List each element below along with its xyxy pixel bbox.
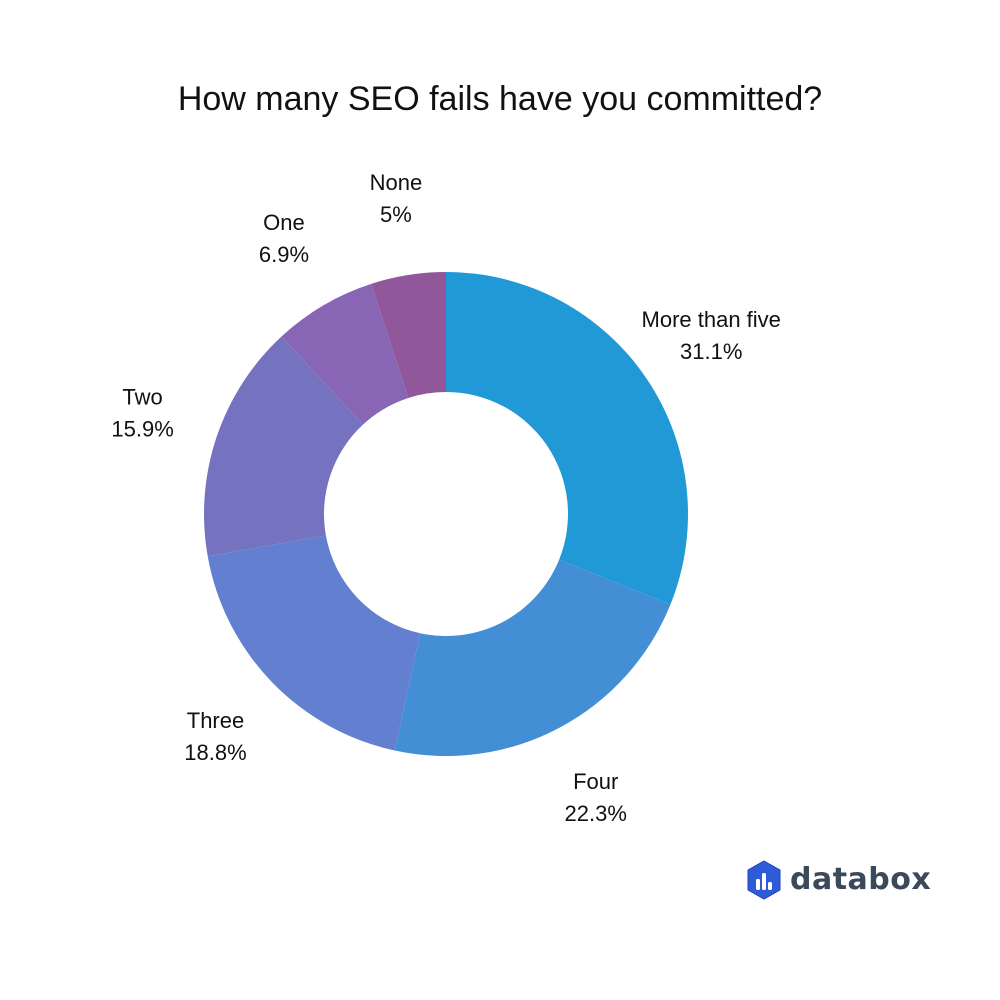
slice-label-none: None 5% — [370, 170, 423, 227]
databox-logo-text: databox — [790, 862, 932, 897]
labels-layer: More than five 31.1% Four 22.3% Three 18.8% Tw… — [111, 170, 781, 826]
databox-logo-icon — [747, 860, 781, 900]
slice-name-two: Two — [122, 384, 162, 409]
slice-label-three: Three 18.8% — [184, 708, 246, 765]
slice-label-two: Two 15.9% — [111, 384, 173, 441]
chart-title: How many SEO fails have you committed? — [177, 80, 823, 118]
slice-value-four: 22.3% — [565, 801, 627, 826]
slice-label-more-than-five: More than five 31.1% — [642, 307, 781, 364]
slice-value-more-than-five: 31.1% — [680, 339, 742, 364]
slice-three — [207, 535, 421, 751]
slice-name-none: None — [370, 170, 423, 195]
slice-label-one: One 6.9% — [259, 210, 309, 267]
slice-one — [281, 283, 409, 425]
slice-two — [204, 336, 364, 557]
slice-value-two: 15.9% — [111, 416, 173, 441]
slice-value-none: 5% — [380, 202, 412, 227]
slice-name-four: Four — [573, 769, 618, 794]
slice-label-four: Four 22.3% — [565, 769, 627, 826]
databox-logo: databox — [746, 858, 931, 902]
slice-more-than-five — [446, 272, 688, 605]
slice-value-one: 6.9% — [259, 242, 309, 267]
slice-none — [371, 272, 446, 398]
slice-name-three: Three — [187, 708, 244, 733]
slice-value-three: 18.8% — [184, 740, 246, 765]
slices-layer — [204, 272, 688, 756]
slice-name-one: One — [263, 210, 305, 235]
slice-four — [394, 559, 671, 756]
slice-name-more-than-five: More than five — [642, 307, 781, 332]
